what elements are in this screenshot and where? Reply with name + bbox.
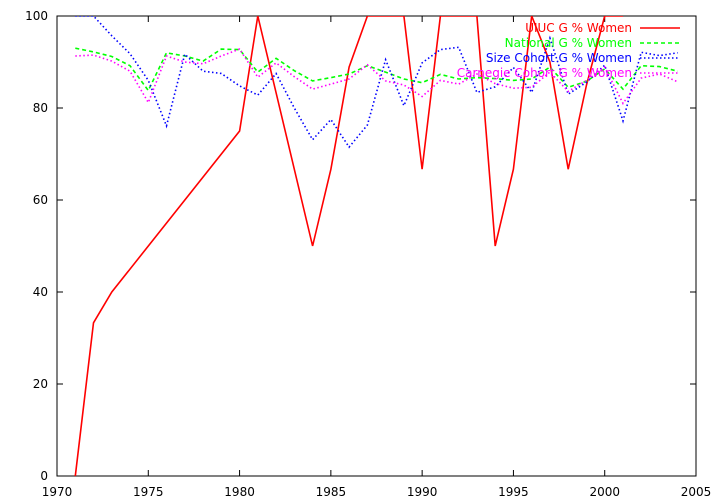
x-tick-label: 1970: [42, 485, 73, 499]
legend-label: Size Cohort G % Women: [486, 51, 632, 65]
series-group: [74, 16, 679, 477]
series-line-1: [74, 16, 623, 477]
x-tick-label: 1985: [316, 485, 347, 499]
series-line-3: [75, 16, 678, 149]
x-tick-label: 2000: [589, 485, 620, 499]
y-tick-label: 80: [33, 101, 48, 115]
legend-label: Carnegie Cohort G % Women: [457, 66, 632, 80]
x-tick-label: 1995: [498, 485, 529, 499]
legend-label: National G % Women: [505, 36, 632, 50]
axis-ticks: 1970 1975 1980 1985 1990 1995 2000 2005 0 20 40 60 8…: [25, 9, 711, 499]
x-tick-label: 2005: [681, 485, 712, 499]
series-line-2: [75, 47, 678, 93]
x-tick-label: 1980: [224, 485, 255, 499]
y-tick-label: 20: [33, 377, 48, 391]
y-tick-label: 100: [25, 9, 48, 23]
series-line-4: [75, 48, 679, 105]
y-tick-label: 0: [40, 469, 48, 483]
legend-label: UIUC G % Women: [525, 21, 632, 35]
x-tick-label: 1975: [133, 485, 164, 499]
y-tick-label: 40: [33, 285, 48, 299]
x-tick-label: 1990: [407, 485, 438, 499]
y-tick-label: 60: [33, 193, 48, 207]
plot-frame: [56, 15, 697, 477]
